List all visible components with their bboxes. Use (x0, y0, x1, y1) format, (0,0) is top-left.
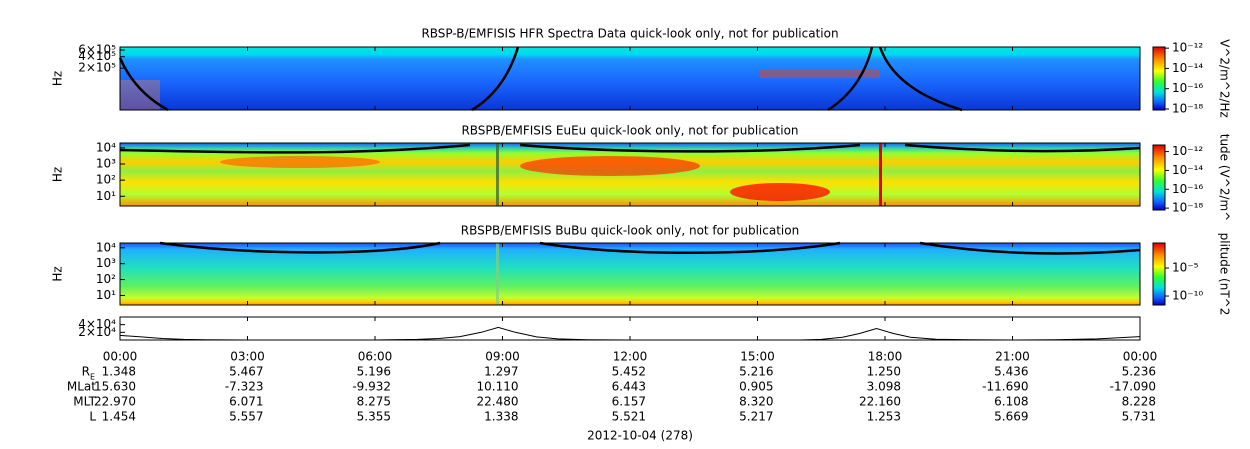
ephemeris-value: -17.090 (1110, 380, 1156, 394)
x-tick-label: 15:00 (740, 350, 775, 364)
ephemeris-value: 5.216 (739, 365, 773, 379)
ephemeris-value: 5.669 (994, 410, 1028, 424)
x-tick-label: 18:00 (868, 350, 903, 364)
y-tick-label: 10⁴ (96, 240, 116, 254)
ephemeris-value: 5.467 (229, 365, 263, 379)
ephemeris-value: 1.297 (484, 365, 518, 379)
ephemeris-value: -9.932 (352, 380, 391, 394)
colorbar-tick-label: 10⁻¹⁸ (1172, 201, 1203, 215)
ephemeris-value: 5.452 (612, 365, 646, 379)
ephemeris-value: -7.323 (225, 380, 264, 394)
x-tick-label: 12:00 (613, 350, 648, 364)
colorbar-frame (1152, 46, 1166, 111)
y-tick-label: 10¹ (96, 189, 116, 203)
ephemeris-value: 5.355 (357, 410, 391, 424)
ephemeris-value: 1.348 (102, 365, 136, 379)
ephemeris-value: 5.731 (1122, 410, 1156, 424)
ephemeris-value: 15.630 (94, 380, 136, 394)
ephemeris-value: 10.110 (477, 380, 519, 394)
plot-frame (119, 46, 1141, 111)
y-tick-label: 10² (96, 272, 116, 286)
ephemeris-value: 22.160 (859, 395, 901, 409)
x-tick-label: 06:00 (358, 350, 393, 364)
colorbar-label: V^2/m^2/Hz (1218, 39, 1232, 118)
colorbar-tick-label: 10⁻¹⁴ (1172, 61, 1203, 75)
panel-title: RBSPB/EMFISIS EuEu quick-look only, not … (461, 124, 798, 138)
ephemeris-value: 5.217 (739, 410, 773, 424)
y-tick-label: 4×10⁵ (78, 49, 116, 63)
y-tick-label: 4×10⁴ (78, 317, 116, 331)
x-tick-label: 03:00 (230, 350, 265, 364)
x-axis-label: 2012-10-04 (278) (587, 429, 693, 443)
ephemeris-value: 1.250 (867, 365, 901, 379)
ephemeris-value: -11.690 (982, 380, 1028, 394)
colorbar-tick-label: 10⁻¹⁰ (1172, 289, 1203, 303)
spectrogram-image (118, 46, 1141, 305)
ephemeris-value: 22.480 (477, 395, 519, 409)
ephemeris-value: 5.557 (229, 410, 263, 424)
panel-title: RBSP-B/EMFISIS HFR Spectra Data quick-lo… (421, 27, 838, 41)
panel-title: RBSPB/EMFISIS BuBu quick-look only, not … (461, 224, 799, 238)
colorbar-frame (1152, 242, 1166, 306)
colorbar-tick-label: 10⁻¹⁶ (1172, 81, 1203, 95)
ephemeris-value: 5.196 (357, 365, 391, 379)
colorbar-tick-label: 10⁻¹⁶ (1172, 182, 1203, 196)
colorbar-tick-label: 10⁻⁵ (1172, 261, 1199, 275)
y-tick-label: 10³ (96, 157, 116, 171)
colorbar-label: plitude (nT^2 (1218, 233, 1232, 316)
ephemeris-value: 1.338 (484, 410, 518, 424)
ephemeris-value: 0.905 (739, 380, 773, 394)
colorbar-tick-label: 10⁻¹⁴ (1172, 163, 1203, 177)
colorbar-tick-label: 10⁻¹⁸ (1172, 101, 1203, 115)
ephemeris-label: L (89, 410, 96, 424)
x-tick-label: 00:00 (1123, 350, 1158, 364)
ephemeris-value: 6.157 (612, 395, 646, 409)
ephemeris-value: 6.071 (229, 395, 263, 409)
colorbar (1153, 145, 1165, 210)
ephemeris-value: 6.108 (994, 395, 1028, 409)
ephemeris-value: 22.970 (94, 395, 136, 409)
ephemeris-value: 8.228 (1122, 395, 1156, 409)
x-tick-label: 21:00 (995, 350, 1030, 364)
colorbar-tick-label: 10⁻¹² (1172, 41, 1203, 55)
ephemeris-value: 5.236 (1122, 365, 1156, 379)
plot-frame (119, 142, 1141, 207)
colorbar-tick-label: 10⁻¹² (1172, 144, 1203, 158)
ephemeris-value: 1.454 (102, 410, 136, 424)
ephemeris-value: 5.436 (994, 365, 1028, 379)
ephemeris-value: 5.521 (612, 410, 646, 424)
ephemeris-value: 8.275 (357, 395, 391, 409)
x-tick-label: 00:00 (103, 350, 138, 364)
ephemeris-label: MLat (67, 380, 96, 394)
plot-frame (119, 242, 1141, 306)
y-tick-label: 10¹ (96, 288, 116, 302)
y-axis-label: Hz (51, 266, 65, 281)
ephemeris-value: 6.443 (612, 380, 646, 394)
y-tick-label: 6×10⁵ (78, 43, 116, 57)
ephemeris-value: 8.320 (739, 395, 773, 409)
ephemeris-label-sub: E (90, 373, 95, 382)
colorbar-label: tude (V^2/m^ (1218, 134, 1232, 222)
y-tick-label: 10⁴ (96, 140, 116, 154)
line-series (119, 326, 1141, 341)
colorbar (1153, 243, 1165, 305)
x-tick-label: 09:00 (485, 350, 520, 364)
ephemeris-value: 1.253 (867, 410, 901, 424)
y-axis-label: Hz (51, 71, 65, 86)
colorbar (1153, 47, 1165, 110)
ephemeris-value: 3.098 (867, 380, 901, 394)
colorbar-frame (1152, 144, 1166, 211)
y-tick-label: 10² (96, 173, 116, 187)
y-tick-label: 2×10⁵ (78, 61, 116, 75)
y-tick-label: 10³ (96, 256, 116, 270)
y-tick-label: 2×10⁴ (78, 325, 116, 339)
ephemeris-label: MLT (73, 395, 96, 409)
ephemeris-label: R (82, 365, 90, 379)
y-axis-label: Hz (51, 167, 65, 182)
